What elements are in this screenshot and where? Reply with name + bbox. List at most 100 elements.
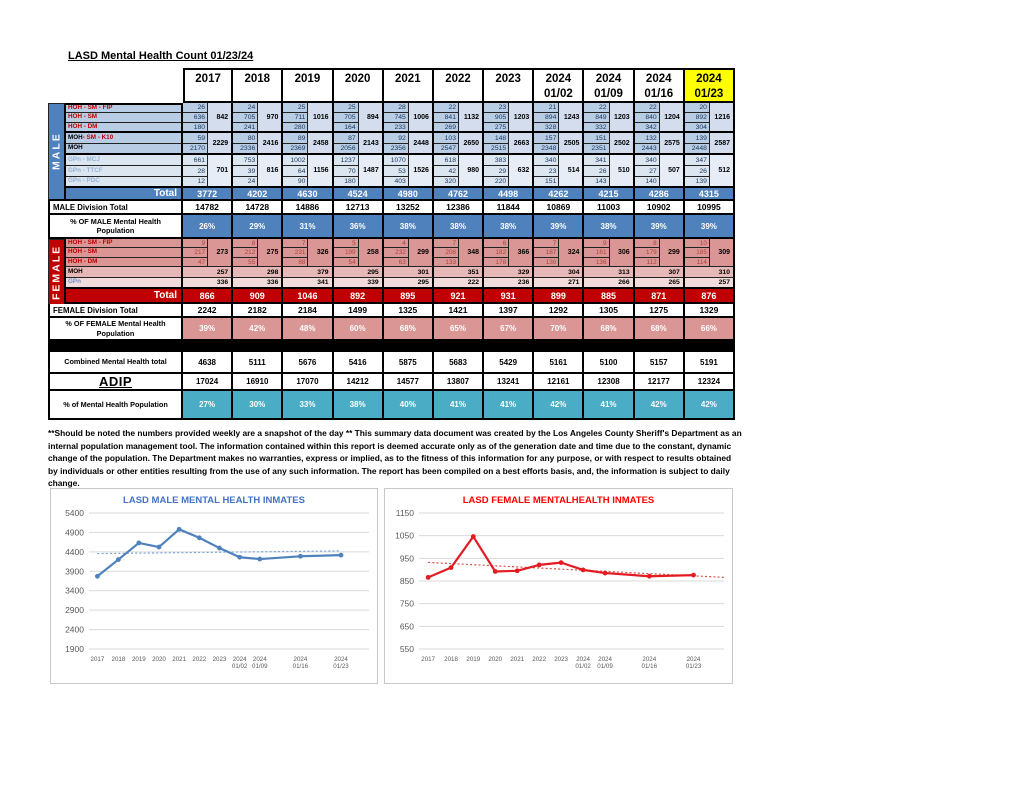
female-division-total-2022: 1421 xyxy=(433,304,485,318)
male-division-total-2017: 14782 xyxy=(183,201,234,215)
female-total-2024-01-16: 871 xyxy=(634,289,685,304)
male-fip-2024-01-23: 20 xyxy=(684,103,710,113)
male-moh-total-2024-01-23: 2587 xyxy=(709,133,735,155)
female-gpn-2019: 341 xyxy=(283,278,334,289)
male-pct-2019: 31% xyxy=(283,215,334,239)
adip-label: ADIP xyxy=(48,374,183,391)
male-mcj-2019: 1002 xyxy=(283,155,309,166)
svg-text:2023: 2023 xyxy=(554,656,568,663)
male-pdc-2017: 12 xyxy=(183,177,209,188)
male-moh-total-2018: 2416 xyxy=(258,133,284,155)
female-moh-2024-01-16: 307 xyxy=(634,267,685,278)
female-dm-2023: 178 xyxy=(484,258,510,267)
combined-2017: 4638 xyxy=(183,352,234,374)
male-ttcf-2024-01-16: 27 xyxy=(634,166,660,177)
female-division-total-2024-01-02: 1292 xyxy=(534,304,585,318)
svg-text:2020: 2020 xyxy=(152,656,166,663)
adip-2022: 13807 xyxy=(433,374,485,391)
male-fip-2023: 23 xyxy=(484,103,510,113)
female-pct-label: % OF FEMALE Mental Health Population xyxy=(48,318,183,341)
male-moh-2024-01-16: 2443 xyxy=(634,144,660,155)
svg-text:2021: 2021 xyxy=(510,656,524,663)
female-hoh-total-2018: 275 xyxy=(258,239,284,267)
male-division-total-2020: 12713 xyxy=(333,201,384,215)
svg-text:2022: 2022 xyxy=(532,656,546,663)
female-hoh-total-2024-01-16: 299 xyxy=(659,239,685,267)
male-pct-2017: 26% xyxy=(183,215,234,239)
disclaimer-footnote: **Should be noted the numbers provided w… xyxy=(48,428,742,489)
male-total-2024-01-02: 4262 xyxy=(534,188,585,201)
female-moh-2018: 298 xyxy=(233,267,284,278)
svg-text:1050: 1050 xyxy=(395,531,414,541)
male-mcj-2022: 618 xyxy=(433,155,459,166)
svg-text:LASD MALE MENTAL HEALTH INMATE: LASD MALE MENTAL HEALTH INMATES xyxy=(123,495,305,506)
female-fip-2018: 8 xyxy=(233,239,259,248)
male-total-2024-01-09: 4215 xyxy=(584,188,635,201)
male-hoh-total-2021: 1006 xyxy=(408,103,434,133)
female-dm-2024-01-09: 136 xyxy=(584,258,610,267)
svg-text:1150: 1150 xyxy=(396,508,415,518)
female-fip-2024-01-02: 7 xyxy=(534,239,560,248)
column-header-2023: 2023 xyxy=(484,68,535,103)
male-moh-2020: 2056 xyxy=(333,144,359,155)
row-label-f-hoh-sm: HOH - SM xyxy=(66,248,183,258)
male-sm-2020: 705 xyxy=(333,113,359,123)
combined-2018: 5111 xyxy=(233,352,284,374)
male-mcj-2021: 1070 xyxy=(383,155,409,166)
male-moh-total-2024-01-09: 2502 xyxy=(609,133,635,155)
female-moh-2017: 257 xyxy=(183,267,234,278)
male-ttcf-2024-01-23: 26 xyxy=(684,166,710,177)
female-fip-2017: 9 xyxy=(183,239,209,248)
female-sm-2024-01-23: 185 xyxy=(684,248,710,258)
female-moh-2024-01-02: 304 xyxy=(534,267,585,278)
male-total-label: Total xyxy=(66,188,183,201)
svg-text:2900: 2900 xyxy=(65,605,84,615)
male-pdc-2024-01-16: 140 xyxy=(634,177,660,188)
combined-2024-01-09: 5100 xyxy=(584,352,635,374)
svg-text:4400: 4400 xyxy=(65,547,84,557)
row-label-moh: MOH xyxy=(66,144,183,155)
female-sm-2018: 212 xyxy=(233,248,259,258)
female-moh-2019: 379 xyxy=(283,267,334,278)
male-ttcf-2018: 39 xyxy=(233,166,259,177)
combined-2024-01-16: 5157 xyxy=(634,352,685,374)
male-pct-2024-01-02: 39% xyxy=(534,215,585,239)
female-fip-2019: 7 xyxy=(283,239,309,248)
combined-2023: 5429 xyxy=(484,352,535,374)
row-label-f-hoh-sm-fip: HOH - SM - FIP xyxy=(66,239,183,248)
male-gpn-total-2022: 980 xyxy=(459,155,485,188)
svg-text:2022: 2022 xyxy=(192,656,206,663)
adip-2018: 16910 xyxy=(233,374,284,391)
male-hoh-total-2024-01-16: 1204 xyxy=(659,103,685,133)
svg-text:2023: 2023 xyxy=(213,656,227,663)
female-moh-2021: 301 xyxy=(383,267,434,278)
female-moh-2020: 295 xyxy=(333,267,384,278)
combined-2021: 5875 xyxy=(383,352,434,374)
female-gpn-2024-01-09: 266 xyxy=(584,278,635,289)
male-mcj-2018: 753 xyxy=(233,155,259,166)
svg-text:2017: 2017 xyxy=(421,656,435,663)
female-division-total-2021: 1325 xyxy=(383,304,434,318)
male-moh-total-2021: 2448 xyxy=(408,133,434,155)
row-label-gpn-mcj: GPn - MCJ xyxy=(66,155,183,166)
male-gpn-total-2018: 816 xyxy=(258,155,284,188)
male-moh-total-2019: 2458 xyxy=(308,133,334,155)
svg-text:650: 650 xyxy=(400,621,414,631)
page-title: LASD Mental Health Count 01/23/24 xyxy=(68,50,254,62)
column-header-2017: 2017 xyxy=(183,68,234,103)
female-hoh-total-2019: 326 xyxy=(308,239,334,267)
column-header-2020: 2020 xyxy=(333,68,384,103)
male-hoh-total-2024-01-02: 1243 xyxy=(559,103,585,133)
male-k10-2023: 148 xyxy=(484,133,510,144)
combined-2022: 5683 xyxy=(433,352,485,374)
row-label-gpn-pdc: GPn - PDC xyxy=(66,177,183,188)
female-total-2018: 909 xyxy=(233,289,284,304)
svg-text:750: 750 xyxy=(400,599,414,609)
female-hoh-total-2024-01-23: 309 xyxy=(709,239,735,267)
svg-text:2019: 2019 xyxy=(466,656,480,663)
male-sm-2024-01-02: 894 xyxy=(534,113,560,123)
female-band-label: FEMALE xyxy=(48,239,66,304)
